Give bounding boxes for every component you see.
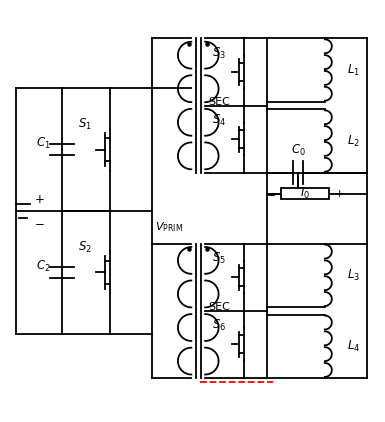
Text: $I_0$: $I_0$ (300, 186, 310, 201)
Text: $C_2$: $C_2$ (36, 259, 51, 274)
Text: $S_4$: $S_4$ (212, 113, 226, 128)
Text: $C_0$: $C_0$ (291, 143, 305, 158)
Text: $S_5$: $S_5$ (213, 251, 226, 266)
Text: $L_2$: $L_2$ (347, 133, 360, 149)
Text: SEC: SEC (208, 302, 230, 312)
Text: $+$: $+$ (334, 188, 344, 199)
Text: $-$: $-$ (34, 216, 45, 229)
Text: $-$: $-$ (266, 189, 276, 199)
Text: $L_4$: $L_4$ (347, 339, 360, 354)
Text: $S_6$: $S_6$ (212, 318, 226, 333)
Text: $S_3$: $S_3$ (213, 46, 226, 61)
Text: $L_3$: $L_3$ (347, 268, 360, 283)
Text: $S_1$: $S_1$ (78, 117, 92, 132)
Bar (281, 188, 329, 200)
Text: $C_1$: $C_1$ (36, 136, 51, 151)
Text: $+$: $+$ (34, 193, 45, 206)
Text: SEC: SEC (208, 97, 230, 107)
Text: $V_\mathrm{PRIM}$: $V_\mathrm{PRIM}$ (155, 221, 183, 234)
Text: $S_2$: $S_2$ (78, 240, 92, 255)
Text: $L_1$: $L_1$ (347, 62, 360, 78)
